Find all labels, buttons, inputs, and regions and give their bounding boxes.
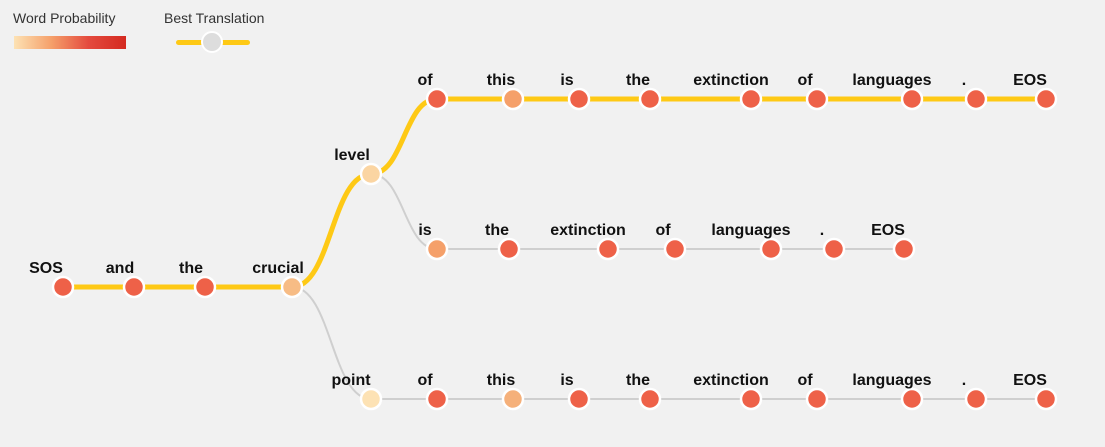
word-node-bottom-4[interactable] (638, 387, 662, 411)
word-node-bottom-6[interactable] (805, 387, 829, 411)
word-label-bottom-2: this (487, 372, 516, 389)
word-node-bottom-0[interactable] (359, 387, 383, 411)
word-label-best-6: of (797, 72, 813, 89)
word-label-bottom-4: the (626, 372, 650, 389)
word-node-bottom-2[interactable] (501, 387, 525, 411)
word-node-shared-3[interactable] (280, 275, 304, 299)
edge-crucial-level (289, 171, 374, 290)
word-label-shared-2: the (179, 260, 203, 277)
word-label-bottom-0: point (331, 372, 371, 389)
word-label-best-7: languages (852, 72, 931, 89)
word-node-bottom-8[interactable] (964, 387, 988, 411)
edge-level-of (368, 96, 440, 177)
word-label-best-8: . (962, 72, 966, 89)
word-node-shared-1[interactable] (122, 275, 146, 299)
word-node-mid-0[interactable] (425, 237, 449, 261)
word-node-bottom-5[interactable] (739, 387, 763, 411)
word-label-mid-0: is (418, 222, 431, 239)
word-node-mid-2[interactable] (596, 237, 620, 261)
legend-word-probability-label: Word Probability (13, 10, 116, 26)
word-label-shared-0: SOS (29, 260, 63, 277)
word-label-mid-2: extinction (550, 222, 626, 239)
word-label-bottom-7: languages (852, 372, 931, 389)
word-node-best-7[interactable] (900, 87, 924, 111)
word-node-shared-0[interactable] (51, 275, 75, 299)
word-node-mid-6[interactable] (892, 237, 916, 261)
word-label-best-5: extinction (693, 72, 769, 89)
word-label-bottom-5: extinction (693, 372, 769, 389)
word-label-bottom-9: EOS (1013, 372, 1047, 389)
word-label-mid-3: of (655, 222, 671, 239)
word-label-best-9: EOS (1013, 72, 1047, 89)
word-node-bottom-9[interactable] (1034, 387, 1058, 411)
word-node-best-3[interactable] (567, 87, 591, 111)
word-node-best-2[interactable] (501, 87, 525, 111)
word-node-best-0[interactable] (359, 162, 383, 186)
word-node-best-6[interactable] (805, 87, 829, 111)
word-node-best-8[interactable] (964, 87, 988, 111)
word-label-bottom-6: of (797, 372, 813, 389)
tree-labels: SOS and the crucial level of this is the extincti… (29, 72, 1047, 389)
word-node-shared-2[interactable] (193, 275, 217, 299)
word-label-bottom-1: of (417, 372, 433, 389)
word-node-best-9[interactable] (1034, 87, 1058, 111)
word-node-mid-3[interactable] (663, 237, 687, 261)
word-node-mid-5[interactable] (822, 237, 846, 261)
word-node-mid-4[interactable] (759, 237, 783, 261)
word-node-bottom-7[interactable] (900, 387, 924, 411)
word-node-best-4[interactable] (638, 87, 662, 111)
legend-best-translation-dot (201, 31, 223, 53)
word-node-best-5[interactable] (739, 87, 763, 111)
word-label-mid-6: EOS (871, 222, 905, 239)
word-label-best-1: of (417, 72, 433, 89)
word-node-bottom-3[interactable] (567, 387, 591, 411)
word-label-bottom-8: . (962, 372, 966, 389)
word-label-shared-3: crucial (252, 260, 304, 277)
word-label-bottom-3: is (560, 372, 573, 389)
word-label-shared-1: and (106, 260, 134, 277)
tree-nodes (51, 87, 1058, 411)
word-label-mid-5: . (820, 222, 824, 239)
word-node-best-1[interactable] (425, 87, 449, 111)
legend-best-translation-label: Best Translation (164, 10, 265, 26)
word-node-bottom-1[interactable] (425, 387, 449, 411)
word-label-mid-1: the (485, 222, 509, 239)
word-node-mid-1[interactable] (497, 237, 521, 261)
word-label-mid-4: languages (711, 222, 790, 239)
legend-probability-gradient (14, 36, 126, 49)
word-label-best-0: level (334, 147, 370, 164)
word-label-best-3: is (560, 72, 573, 89)
edge-crucial-point (291, 286, 372, 400)
word-label-best-4: the (626, 72, 650, 89)
word-label-best-2: this (487, 72, 516, 89)
